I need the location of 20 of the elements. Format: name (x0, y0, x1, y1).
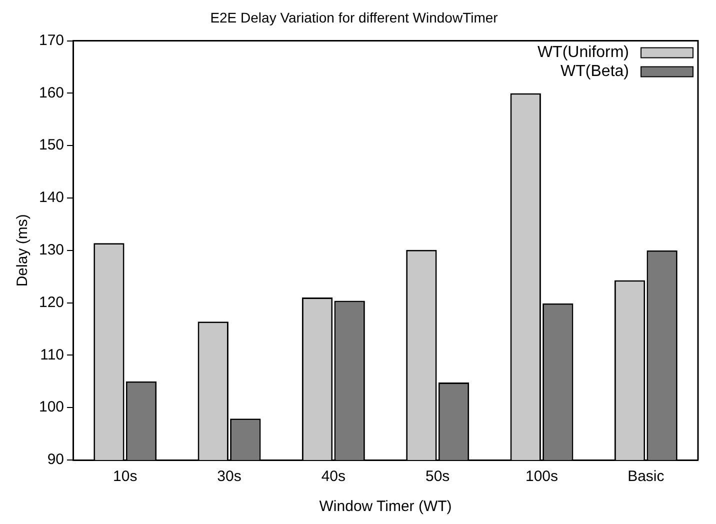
y-tick-label: 160 (38, 84, 64, 102)
legend-label: WT(Beta) (560, 63, 629, 80)
y-tick-label: 170 (38, 32, 64, 49)
x-tick-label: 100s (525, 468, 558, 486)
x-tick-label: Basic (628, 468, 665, 486)
y-tick-label: 140 (38, 189, 64, 206)
y-tick-label: 90 (47, 451, 64, 468)
y-axis-title: Delay (ms) (14, 214, 32, 287)
y-tick-label: 100 (38, 398, 64, 416)
x-tick-label: 40s (321, 468, 346, 486)
y-tick-label: 110 (40, 346, 64, 364)
y-tick-label: 120 (38, 294, 64, 311)
y-tick-label: 130 (38, 242, 64, 259)
y-tick-label: 150 (38, 136, 64, 154)
x-tick-label: 50s (426, 468, 450, 486)
x-axis-title: Window Timer (WT) (319, 498, 452, 516)
x-tick-label: 10s (113, 468, 138, 486)
chart-title: E2E Delay Variation for different WindowTimer (210, 9, 498, 26)
x-tick-label: 30s (217, 468, 242, 486)
legend-label: WT(Uniform) (537, 44, 629, 62)
